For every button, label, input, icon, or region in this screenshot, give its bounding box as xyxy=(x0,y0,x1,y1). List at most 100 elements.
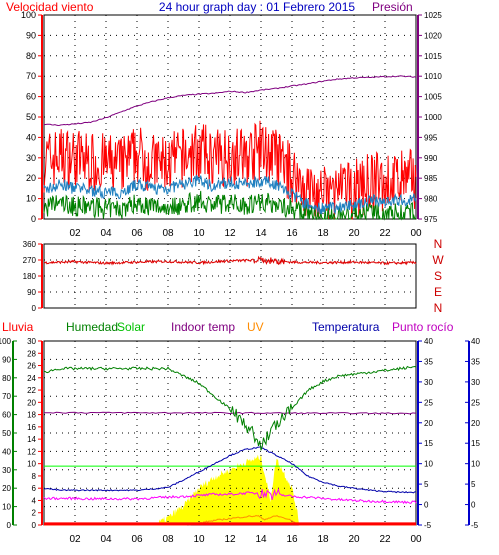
pressure-tick-label: 995 xyxy=(424,133,438,142)
x-tick-label: 22 xyxy=(379,228,391,239)
wind-tick-label: 30 xyxy=(26,153,36,163)
humidity-tick-label: 0 xyxy=(7,521,12,530)
temp-tick-label-right: 0 xyxy=(471,501,476,510)
rain-tick-label: 14 xyxy=(27,435,36,444)
wind-tick-label: 40 xyxy=(26,132,36,142)
solar-label: Solar xyxy=(117,320,145,334)
direction-tick-label: 360 xyxy=(23,240,37,249)
solar-area xyxy=(44,453,416,525)
wind-tick-label: 50 xyxy=(26,112,36,122)
wind-tick-label: 60 xyxy=(26,92,36,102)
x-tick-label: 00 xyxy=(410,228,422,239)
direction-tick-label: 270 xyxy=(23,256,37,265)
temp-tick-label-right: 40 xyxy=(471,337,480,346)
rain-tick-label: 2 xyxy=(32,509,37,518)
rain-tick-label: 18 xyxy=(27,411,36,420)
x-tick-label: 08 xyxy=(162,534,174,545)
direction-tick-label: 90 xyxy=(27,288,36,297)
wind-tick-label: 10 xyxy=(26,194,36,204)
pressure-tick-label: 1015 xyxy=(424,52,442,61)
compass-label: N xyxy=(434,237,443,251)
wind-pressure-chart: 0102030405060708090100975980985990995100… xyxy=(21,10,442,239)
wind-tick-label: 100 xyxy=(21,10,36,20)
x-tick-label: 06 xyxy=(131,534,143,545)
pressure-tick-label: 1000 xyxy=(424,113,442,122)
pressure-tick-label: 1025 xyxy=(424,11,442,20)
x-tick-label: 20 xyxy=(348,228,360,239)
dew-point-label: Punto rocío xyxy=(392,320,454,334)
x-tick-label: 12 xyxy=(224,228,236,239)
direction-series xyxy=(43,255,417,266)
humidity-label: Humedad xyxy=(66,320,118,334)
temp-tick-label-right: 15 xyxy=(471,439,480,448)
indoor-temp-series xyxy=(43,411,417,415)
wind-tick-label: 0 xyxy=(31,214,36,224)
humidity-tick-label: 20 xyxy=(2,484,11,493)
rain-tick-label: 26 xyxy=(27,362,36,371)
temp-tick-label-right: 35 xyxy=(471,357,480,366)
compass-label: N xyxy=(434,301,443,315)
humidity-temp-chart: 0102030405060708090100024681012141618202… xyxy=(0,337,480,545)
pressure-series xyxy=(43,75,417,127)
temp-tick-label: 15 xyxy=(424,439,433,448)
humidity-tick-label: 90 xyxy=(2,355,11,364)
rain-tick-label: 16 xyxy=(27,423,36,432)
temp-tick-label-right: 10 xyxy=(471,460,480,469)
wind-tick-label: 90 xyxy=(26,30,36,40)
dew-point-series xyxy=(43,487,417,505)
rain-tick-label: 12 xyxy=(27,447,36,456)
temp-tick-label: 10 xyxy=(424,460,433,469)
humidity-tick-label: 50 xyxy=(2,429,11,438)
x-tick-label: 04 xyxy=(100,534,112,545)
rain-label: Lluvia xyxy=(2,320,34,334)
x-tick-label: 12 xyxy=(224,534,236,545)
x-tick-label: 18 xyxy=(317,228,329,239)
rain-tick-label: 10 xyxy=(27,460,36,469)
indoor-temp-label: Indoor temp xyxy=(171,320,235,334)
temperature-series xyxy=(43,446,417,494)
x-tick-label: 22 xyxy=(379,534,391,545)
rain-tick-label: 22 xyxy=(27,386,36,395)
wind-gust-series xyxy=(43,120,417,220)
direction-tick-label: 180 xyxy=(23,272,37,281)
rain-tick-label: 4 xyxy=(32,496,37,505)
temp-tick-label-right: 5 xyxy=(471,480,476,489)
temp-tick-label: 40 xyxy=(424,337,433,346)
humidity-tick-label: 80 xyxy=(2,374,11,383)
plot-frame xyxy=(43,14,417,220)
temp-tick-label-right: -5 xyxy=(471,521,479,530)
compass-label: W xyxy=(432,253,444,267)
humidity-tick-label: 30 xyxy=(2,466,11,475)
x-tick-label: 16 xyxy=(286,534,298,545)
rain-tick-label: 0 xyxy=(32,521,37,530)
rain-tick-label: 20 xyxy=(27,398,36,407)
x-tick-label: 02 xyxy=(69,534,81,545)
rain-tick-label: 6 xyxy=(32,484,37,493)
x-tick-label: 08 xyxy=(162,228,174,239)
temp-tick-label: -5 xyxy=(424,521,432,530)
humidity-tick-label: 100 xyxy=(0,337,12,346)
wind-speed-label: Velocidad viento xyxy=(6,0,94,14)
x-tick-label: 10 xyxy=(193,534,205,545)
pressure-tick-label: 985 xyxy=(424,174,438,183)
wind-tick-label: 80 xyxy=(26,51,36,61)
x-tick-label: 16 xyxy=(286,228,298,239)
x-tick-label: 20 xyxy=(348,534,360,545)
temp-tick-label: 0 xyxy=(424,501,429,510)
pressure-tick-label: 980 xyxy=(424,195,438,204)
pressure-tick-label: 975 xyxy=(424,215,438,224)
temp-tick-label: 20 xyxy=(424,419,433,428)
pressure-tick-label: 1020 xyxy=(424,31,442,40)
temperature-label: Temperatura xyxy=(312,320,380,334)
temp-tick-label: 25 xyxy=(424,398,433,407)
x-tick-label: 18 xyxy=(317,534,329,545)
rain-tick-label: 8 xyxy=(32,472,37,481)
temp-tick-label: 35 xyxy=(424,357,433,366)
rain-tick-label: 30 xyxy=(27,337,36,346)
uv-label: UV xyxy=(247,320,264,334)
humidity-tick-label: 10 xyxy=(2,503,11,512)
temp-tick-label-right: 20 xyxy=(471,419,480,428)
direction-tick-label: 0 xyxy=(32,304,37,313)
